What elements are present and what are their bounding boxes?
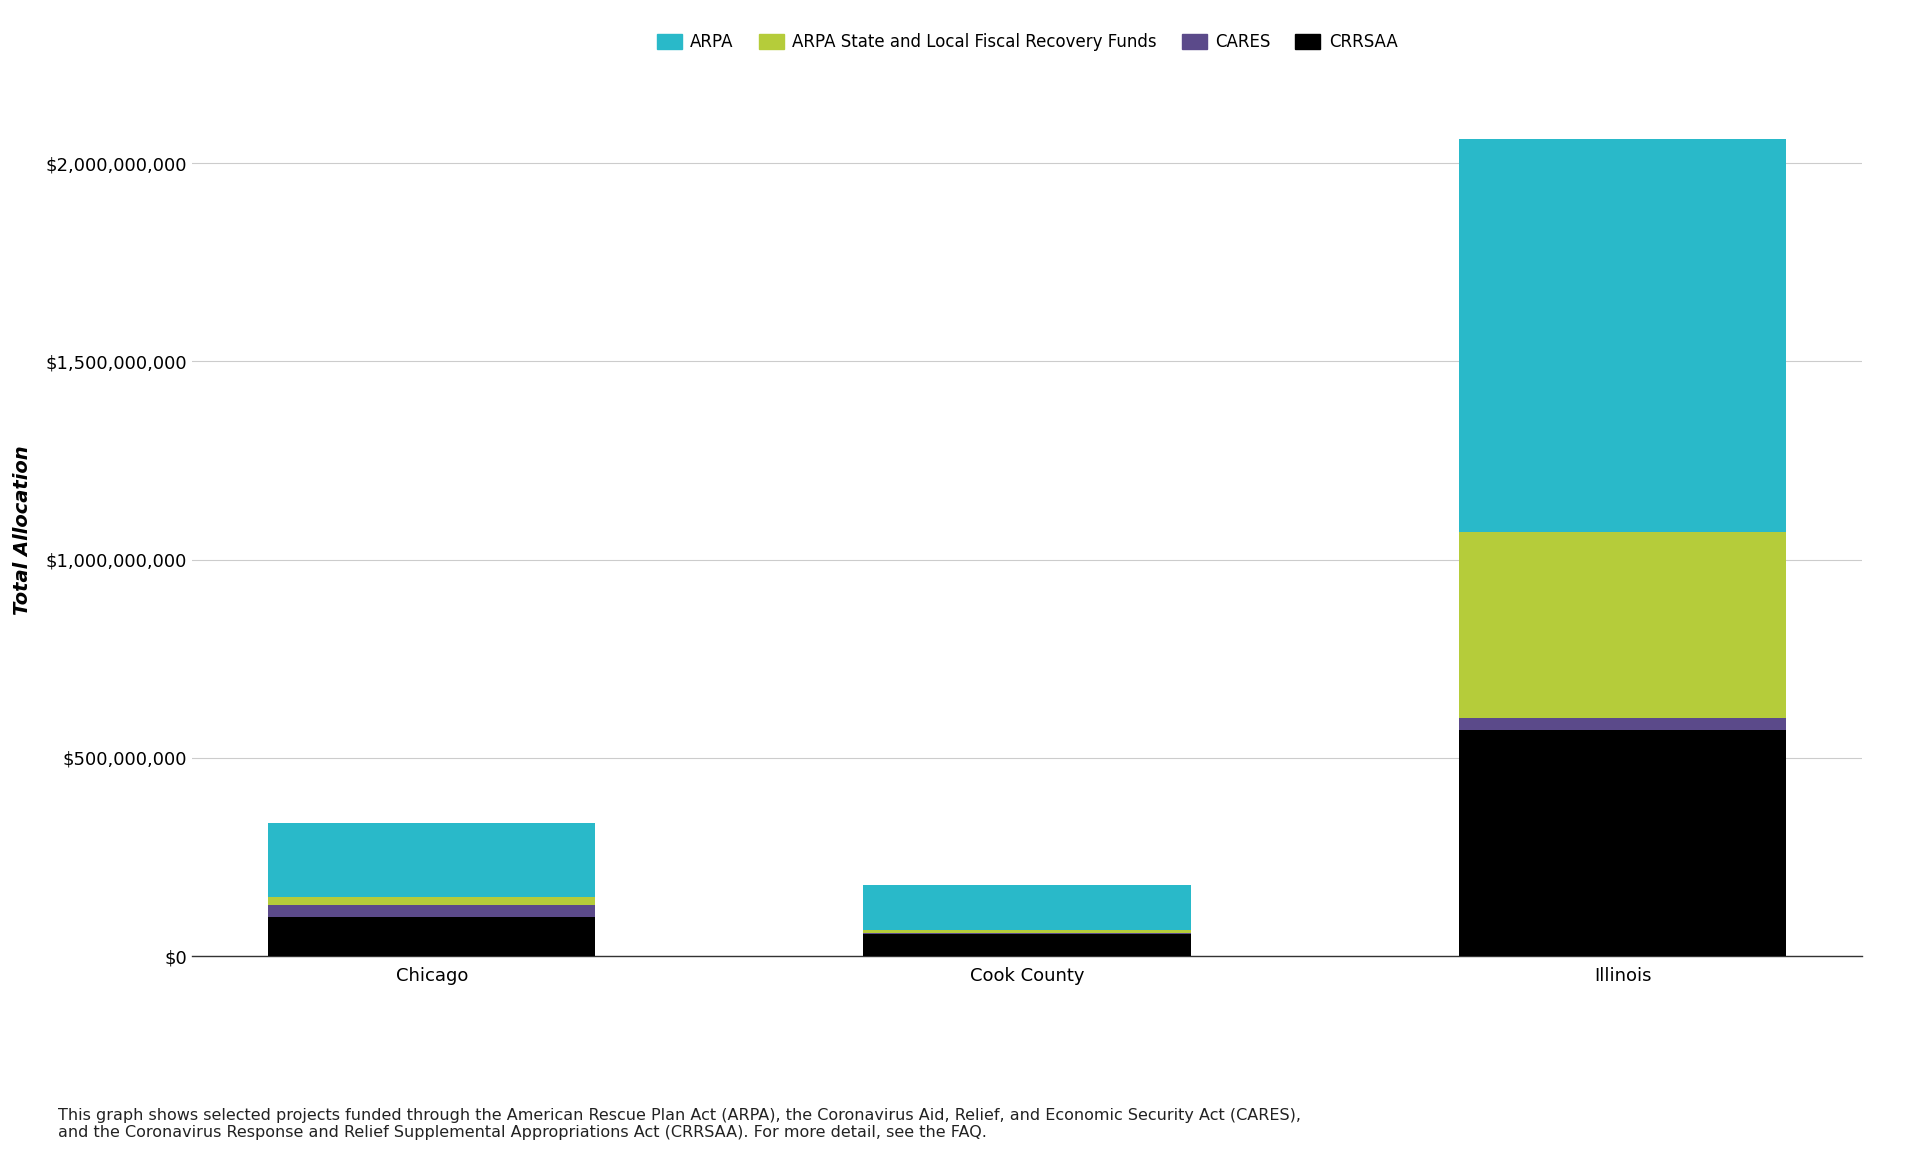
Bar bbox=[1459, 139, 1786, 532]
Bar bbox=[1459, 718, 1786, 730]
Bar bbox=[864, 934, 1190, 956]
Bar bbox=[269, 824, 595, 897]
Bar bbox=[864, 933, 1190, 934]
Text: This graph shows selected projects funded through the American Rescue Plan Act (: This graph shows selected projects funde… bbox=[58, 1108, 1300, 1140]
Y-axis label: Total Allocation: Total Allocation bbox=[13, 445, 31, 615]
Bar bbox=[1459, 532, 1786, 718]
Bar bbox=[269, 905, 595, 917]
Bar bbox=[1459, 730, 1786, 956]
Bar bbox=[864, 885, 1190, 931]
Bar bbox=[864, 931, 1190, 933]
Legend: ARPA, ARPA State and Local Fiscal Recovery Funds, CARES, CRRSAA: ARPA, ARPA State and Local Fiscal Recove… bbox=[651, 26, 1404, 58]
Bar bbox=[269, 917, 595, 956]
Bar bbox=[269, 897, 595, 905]
